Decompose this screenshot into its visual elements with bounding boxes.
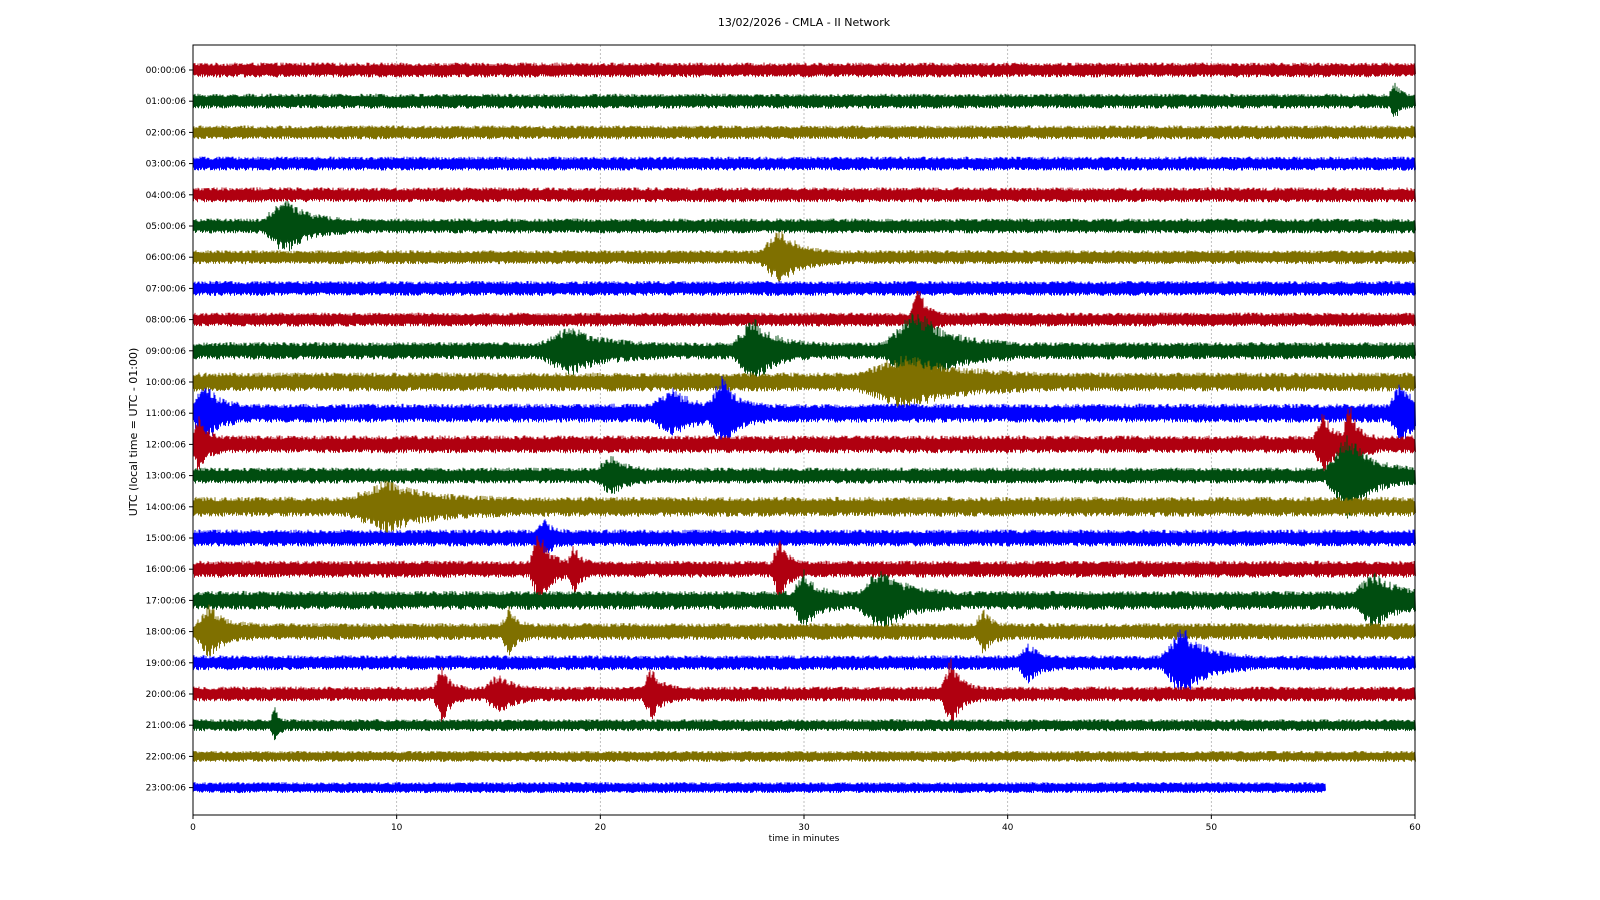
y-tick-label: 20:00:06 xyxy=(146,690,187,700)
y-tick-label: 11:00:06 xyxy=(146,409,187,419)
x-tick-label: 60 xyxy=(1409,823,1421,833)
x-tick-label: 10 xyxy=(391,823,403,833)
grid-lines xyxy=(396,45,1212,815)
trace-15-00-06 xyxy=(192,519,1416,557)
trace-00-00-06 xyxy=(192,62,1416,78)
y-tick-label: 23:00:06 xyxy=(146,784,187,794)
y-tick-label: 07:00:06 xyxy=(146,284,187,294)
trace-14-00-06 xyxy=(192,480,1416,534)
trace-13-00-06 xyxy=(192,435,1416,519)
trace-01-00-06 xyxy=(192,82,1416,117)
y-tick-label: 09:00:06 xyxy=(146,347,187,357)
trace-05-00-06 xyxy=(192,201,1416,252)
trace-22-00-06 xyxy=(192,750,1416,762)
y-tick-label: 12:00:06 xyxy=(146,440,187,450)
y-tick-label: 00:00:06 xyxy=(146,66,187,76)
y-axis-label: UTC (local time = UTC - 01:00) xyxy=(127,348,140,517)
x-axis-label: time in minutes xyxy=(769,834,840,844)
y-tick-label: 16:00:06 xyxy=(146,565,187,575)
y-tick-label: 08:00:06 xyxy=(146,316,187,326)
y-tick-label: 02:00:06 xyxy=(146,128,187,138)
trace-23-00-06 xyxy=(192,782,1326,794)
x-tick-label: 20 xyxy=(595,823,607,833)
x-tick-label: 50 xyxy=(1206,823,1218,833)
seismic-traces xyxy=(192,62,1416,794)
y-tick-label: 04:00:06 xyxy=(146,191,187,201)
y-tick-label: 13:00:06 xyxy=(146,472,187,482)
y-tick-label: 19:00:06 xyxy=(146,659,187,669)
plot-frame xyxy=(192,44,1416,816)
y-tick-label: 14:00:06 xyxy=(146,503,187,513)
y-tick-label: 22:00:06 xyxy=(146,752,187,762)
trace-16-00-06 xyxy=(192,535,1416,607)
trace-04-00-06 xyxy=(192,187,1416,203)
trace-18-00-06 xyxy=(192,604,1416,657)
trace-09-00-06 xyxy=(192,313,1416,391)
x-tick-label: 40 xyxy=(1002,823,1014,833)
trace-03-00-06 xyxy=(192,156,1416,171)
trace-06-00-06 xyxy=(192,231,1416,283)
chart-title: 13/02/2026 - CMLA - II Network xyxy=(718,16,891,29)
y-tick-label: 15:00:06 xyxy=(146,534,187,544)
trace-12-00-06 xyxy=(192,407,1416,479)
trace-08-00-06 xyxy=(192,290,1416,353)
y-tick-label: 18:00:06 xyxy=(146,628,187,638)
trace-07-00-06 xyxy=(192,280,1416,296)
y-tick-label: 01:00:06 xyxy=(146,97,187,107)
trace-02-00-06 xyxy=(192,125,1416,140)
trace-21-00-06 xyxy=(192,707,1416,741)
trace-10-00-06 xyxy=(192,355,1416,410)
x-tick-label: 0 xyxy=(190,823,196,833)
trace-20-00-06 xyxy=(192,658,1416,731)
y-tick-label: 03:00:06 xyxy=(146,160,187,170)
y-tick-label: 06:00:06 xyxy=(146,253,187,263)
y-tick-label: 21:00:06 xyxy=(146,721,187,731)
trace-11-00-06 xyxy=(192,376,1416,448)
trace-17-00-06 xyxy=(192,569,1416,631)
trace-19-00-06 xyxy=(192,629,1416,697)
plot-axes: 0 10 20 30 40 50 60 00:00:06 01:00:06 02:00:06 03:… xyxy=(146,66,1421,833)
y-tick-label: 05:00:06 xyxy=(146,222,187,232)
y-tick-label: 10:00:06 xyxy=(146,378,187,388)
x-tick-label: 30 xyxy=(798,823,810,833)
y-tick-label: 17:00:06 xyxy=(146,596,187,606)
